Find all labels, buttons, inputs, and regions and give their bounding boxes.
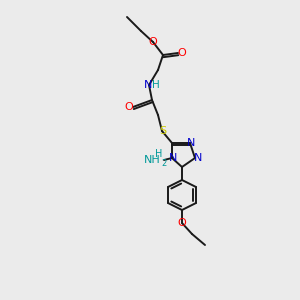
Text: N: N xyxy=(144,80,152,90)
Text: O: O xyxy=(124,102,134,112)
Text: 2: 2 xyxy=(161,158,166,167)
Text: N: N xyxy=(187,138,195,148)
Text: N: N xyxy=(194,153,202,163)
Text: H: H xyxy=(155,149,163,159)
Text: O: O xyxy=(178,48,186,58)
Text: N: N xyxy=(169,153,177,163)
Text: O: O xyxy=(178,218,186,228)
Text: NH: NH xyxy=(144,155,160,165)
Text: O: O xyxy=(148,37,158,47)
Text: H: H xyxy=(152,80,160,90)
Text: S: S xyxy=(159,126,167,136)
